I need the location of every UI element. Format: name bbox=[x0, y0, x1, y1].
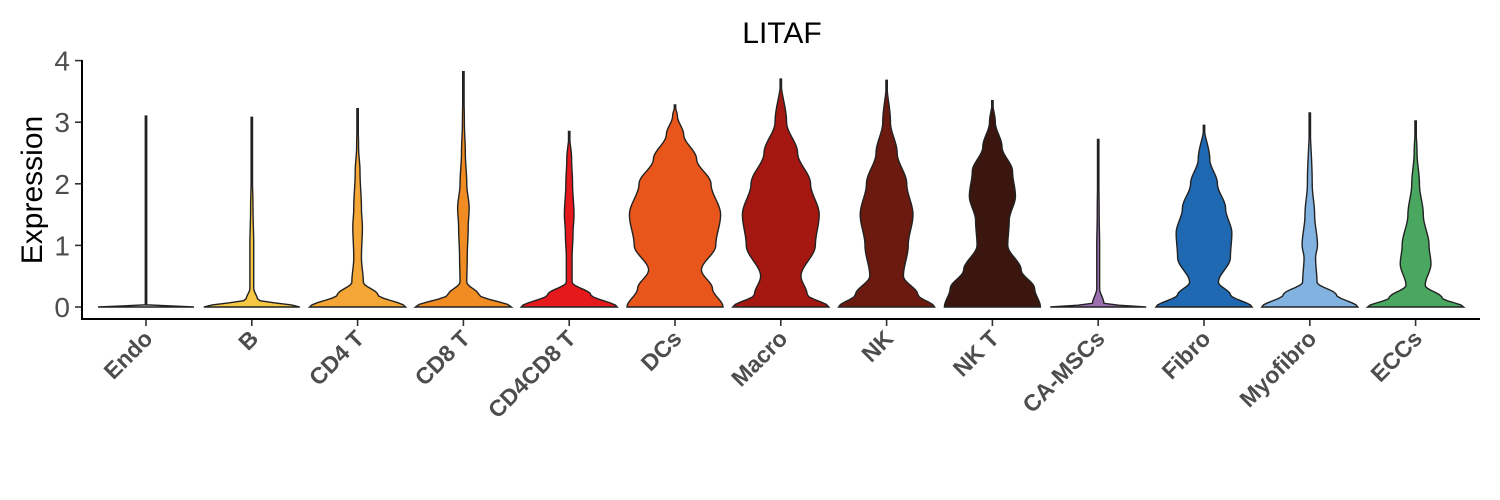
y-tick-label: 0 bbox=[54, 292, 70, 323]
x-tick-label: ECCs bbox=[1365, 325, 1427, 387]
y-tick-label: 1 bbox=[54, 230, 70, 261]
y-tick-label: 4 bbox=[54, 46, 70, 77]
y-axis-ticks: 0 1 2 3 4 bbox=[54, 46, 82, 323]
x-tick-label: NK T bbox=[948, 325, 1004, 381]
x-tick-label: Myofibro bbox=[1234, 325, 1321, 412]
violin-macro bbox=[731, 78, 831, 308]
violin-eccs bbox=[1365, 120, 1466, 308]
y-axis-label: Expression bbox=[16, 116, 49, 264]
violin-ca-mscs bbox=[1050, 138, 1147, 308]
x-tick-label: DCs bbox=[636, 325, 687, 376]
chart-title: LITAF bbox=[742, 17, 821, 50]
violin-cd4cd8-t bbox=[519, 130, 619, 308]
x-axis-ticks: Endo B CD4 T CD8 T CD4CD8 T DCs Macro NK NK T CA-… bbox=[98, 319, 1427, 423]
x-tick-label: CA-MSCs bbox=[1017, 325, 1109, 417]
x-tick-label: Fibro bbox=[1156, 325, 1215, 384]
violin-nk bbox=[837, 79, 936, 308]
x-tick-label: CD8 T bbox=[410, 325, 475, 390]
x-tick-label: Macro bbox=[726, 325, 792, 391]
violin-cd4-t bbox=[307, 107, 408, 308]
x-tick-label: CD4 T bbox=[304, 325, 369, 390]
x-tick-label: CD4CD8 T bbox=[483, 325, 581, 423]
violin-fibro bbox=[1154, 124, 1254, 308]
y-tick-label: 3 bbox=[54, 107, 70, 138]
violin-nk-t bbox=[943, 99, 1042, 308]
y-tick-label: 2 bbox=[54, 169, 70, 200]
violin-cd8-t bbox=[413, 70, 514, 308]
violin-endo bbox=[97, 115, 195, 308]
x-tick-label: B bbox=[233, 325, 263, 355]
violin-myofibro bbox=[1260, 112, 1360, 308]
violin-dcs bbox=[626, 104, 724, 308]
x-tick-label: NK bbox=[856, 325, 898, 367]
violins-layer bbox=[97, 70, 1466, 308]
x-tick-label: Endo bbox=[98, 325, 157, 384]
violin-b bbox=[203, 116, 300, 308]
